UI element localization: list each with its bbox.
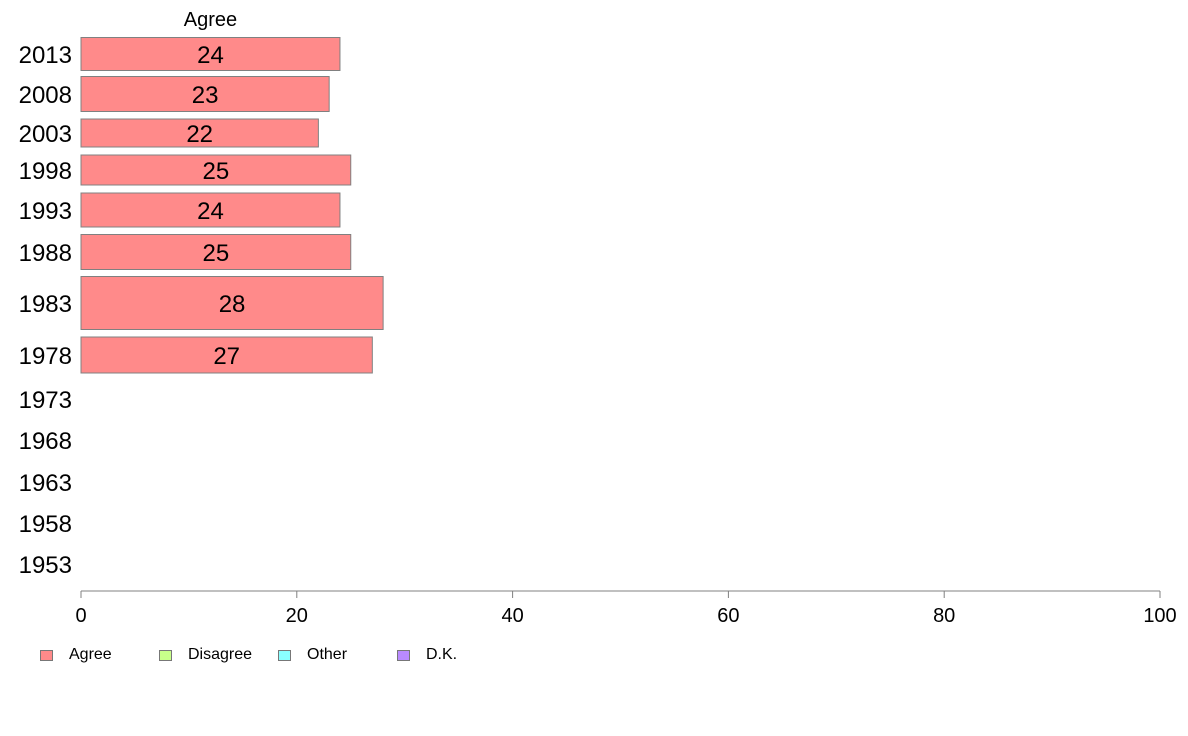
y-tick-label: 1968 xyxy=(19,428,72,455)
data-label: 27 xyxy=(213,343,240,370)
data-label: 24 xyxy=(197,198,224,225)
legend-label-dk: D.K. xyxy=(426,646,458,663)
y-tick-label: 1958 xyxy=(19,511,72,538)
y-tick-label: 2013 xyxy=(19,42,72,69)
y-tick-label: 2008 xyxy=(19,82,72,109)
legend-label-other: Other xyxy=(307,646,348,663)
legend-swatch-other xyxy=(278,649,291,661)
x-tick-label: 60 xyxy=(717,605,739,627)
data-label: 25 xyxy=(203,158,230,185)
bar xyxy=(80,336,373,374)
bar xyxy=(80,234,352,270)
data-label: 25 xyxy=(203,240,230,267)
data-label: 22 xyxy=(186,121,213,148)
bar xyxy=(80,118,319,148)
x-tick-label: 40 xyxy=(501,605,523,627)
legend-item-agree: Agree xyxy=(40,646,112,664)
legend-swatch-agree xyxy=(40,649,53,661)
data-label: 24 xyxy=(197,42,224,69)
x-tick-label: 20 xyxy=(286,605,308,627)
y-tick-label: 1993 xyxy=(19,198,72,225)
y-tick-label: 1983 xyxy=(19,291,72,318)
legend-item-dk: D.K. xyxy=(397,646,457,664)
y-tick-label: 1963 xyxy=(19,470,72,497)
legend-label-disagree: Disagree xyxy=(188,646,253,663)
y-tick-label: 1998 xyxy=(19,158,72,185)
x-tick-label: 80 xyxy=(933,605,955,627)
data-label: 23 xyxy=(192,82,219,109)
series-header: Agree xyxy=(184,9,237,31)
legend-item-disagree: Disagree xyxy=(159,646,252,664)
data-label: 28 xyxy=(219,291,246,318)
legend-swatch-disagree xyxy=(159,649,172,661)
bar xyxy=(80,192,341,228)
y-tick-label: 1978 xyxy=(19,343,72,370)
y-tick-label: 2003 xyxy=(19,121,72,148)
legend-label-agree: Agree xyxy=(69,646,112,663)
bar xyxy=(80,276,384,330)
legend-item-other: Other xyxy=(278,646,347,664)
bar xyxy=(80,154,352,186)
x-tick-label: 100 xyxy=(1143,605,1176,627)
legend-swatch-dk xyxy=(397,649,410,661)
bar xyxy=(80,37,341,71)
y-tick-label: 1953 xyxy=(19,552,72,579)
x-tick-label: 0 xyxy=(75,605,86,627)
bar xyxy=(80,76,330,112)
y-tick-label: 1988 xyxy=(19,240,72,267)
y-tick-label: 1973 xyxy=(19,387,72,414)
